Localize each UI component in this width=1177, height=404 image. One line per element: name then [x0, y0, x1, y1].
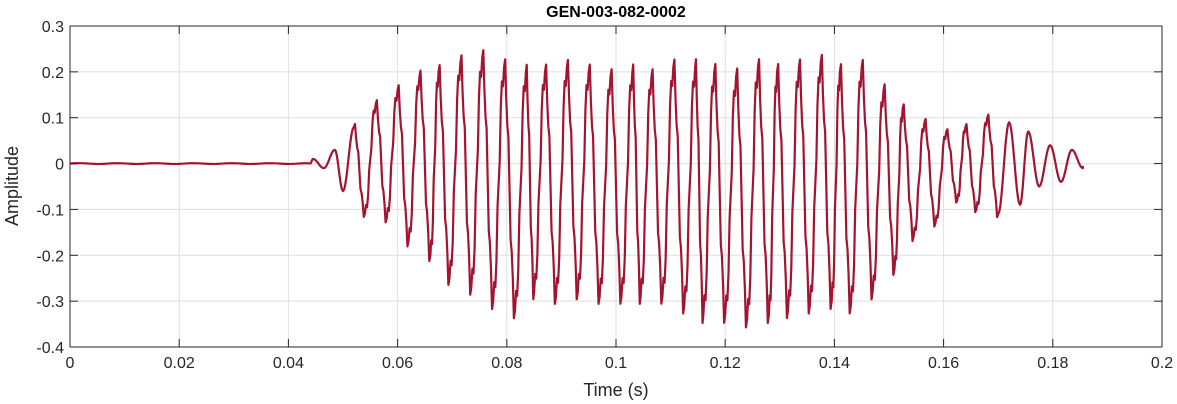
x-tick-label: 0.14	[819, 355, 850, 372]
y-tick-label: -0.4	[36, 340, 64, 357]
x-tick-label: 0.12	[710, 355, 741, 372]
y-tick-label: 0.1	[42, 111, 64, 128]
x-tick-label: 0	[66, 355, 75, 372]
y-axis-ticks: 0.3 0.2 0.1 0 -0.1 -0.2 -0.3 -0.4	[36, 19, 1162, 357]
y-tick-label: -0.3	[36, 294, 64, 311]
x-tick-label: 0.04	[273, 355, 304, 372]
chart-title: GEN-003-082-0002	[546, 4, 686, 21]
signal-line	[69, 49, 1084, 329]
y-axis-label: Amplitude	[2, 146, 22, 226]
y-tick-label: -0.2	[36, 248, 64, 265]
y-tick-label: -0.1	[36, 202, 64, 219]
x-tick-label: 0.02	[164, 355, 195, 372]
y-tick-label: 0	[55, 157, 64, 174]
x-axis-label: Time (s)	[583, 380, 648, 400]
signal-series	[69, 49, 1084, 329]
x-axis-ticks: 0 0.02 0.04 0.06 0.08 0.1 0.12 0.14 0.16 0.18 0.2	[66, 26, 1173, 372]
y-tick-label: 0.3	[42, 19, 64, 36]
x-tick-label: 0.1	[605, 355, 627, 372]
x-tick-label: 0.16	[928, 355, 959, 372]
x-tick-label: 0.18	[1037, 355, 1068, 372]
x-tick-label: 0.08	[491, 355, 522, 372]
x-tick-label: 0.06	[382, 355, 413, 372]
x-tick-label: 0.2	[1151, 355, 1173, 372]
y-tick-label: 0.2	[42, 65, 64, 82]
